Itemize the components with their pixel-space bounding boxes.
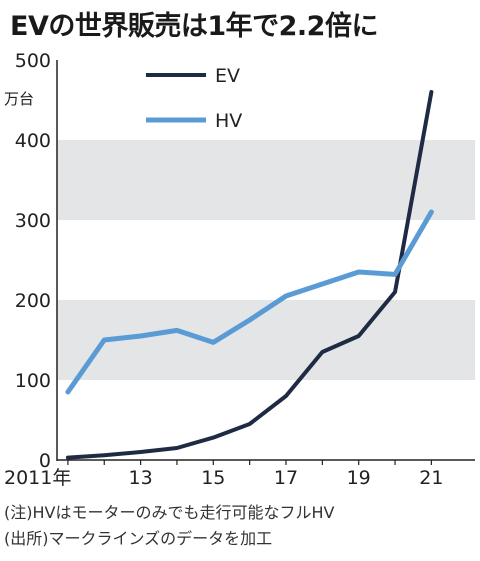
series-lines: [65, 90, 434, 460]
x-tick-label-2011: 2011年: [4, 467, 71, 489]
legend-label-ev: EV: [215, 65, 240, 87]
y-tick-label-400: 400: [15, 130, 51, 152]
x-tick-label-2019: 19: [347, 467, 371, 489]
y-tick-label-500: 500: [15, 50, 51, 72]
grid-band-2: [57, 140, 475, 220]
x-tick-label-2021: 21: [419, 467, 443, 489]
y-tick-label-300: 300: [15, 210, 51, 232]
y-axis-ticks: 0 100 200 300 400 500 万台: [4, 50, 51, 472]
x-tick-label-2017: 17: [274, 467, 298, 489]
chart-title: EVの世界販売は1年で2.2倍に: [10, 11, 378, 42]
footnote-hv: (注)HVはモーターのみでも走行可能なフルHV: [4, 503, 335, 522]
legend: EV HV: [146, 65, 242, 132]
x-tick-label-2015: 15: [201, 467, 225, 489]
y-tick-label-200: 200: [15, 290, 51, 312]
background-bands: [57, 140, 475, 380]
footnote-source: (出所)マークラインズのデータを加工: [4, 529, 273, 548]
x-tick-label-2013: 13: [129, 467, 153, 489]
x-axis-ticks: 2011年 13 15 17 19 21: [4, 460, 443, 489]
y-axis-unit: 万台: [4, 90, 34, 108]
legend-label-hv: HV: [215, 110, 242, 132]
axes: [56, 60, 475, 461]
y-tick-label-100: 100: [15, 370, 51, 392]
y-tick-label-0: 0: [39, 450, 51, 472]
